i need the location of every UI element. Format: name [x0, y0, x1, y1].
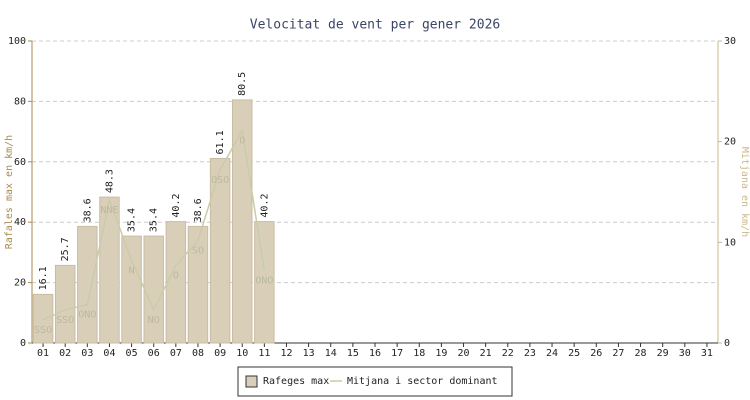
- x-tick-label: 05: [126, 348, 138, 359]
- sector-label: SSO: [34, 325, 52, 336]
- x-tick-label: 15: [347, 348, 359, 359]
- x-tick-label: 13: [303, 348, 315, 359]
- x-tick-label: 28: [635, 348, 647, 359]
- x-tick-label: 01: [37, 348, 49, 359]
- sector-label: NNE: [100, 205, 118, 216]
- chart-title: Velocitat de vent per gener 2026: [250, 18, 500, 33]
- x-tick-label: 30: [679, 348, 691, 359]
- y-tick-label: 80: [14, 96, 26, 107]
- bar: [99, 196, 120, 344]
- y-tick-label: 0: [20, 338, 26, 349]
- data-label: 35.4: [149, 208, 160, 232]
- sector-label: OSO: [211, 175, 229, 186]
- x-tick-label: 25: [568, 348, 580, 359]
- x-tick-label: 03: [81, 348, 93, 359]
- y2-tick-label: 20: [724, 137, 736, 148]
- x-tick-label: 24: [546, 348, 558, 359]
- legend-box: [237, 366, 513, 397]
- x-tick-label: 16: [369, 348, 381, 359]
- data-label: 25.7: [60, 237, 71, 261]
- sector-label: NO: [148, 315, 160, 326]
- y-tick-label: 60: [14, 157, 26, 168]
- x-tick-label: 07: [170, 348, 182, 359]
- bar: [54, 264, 76, 344]
- x-tick-label: 11: [258, 348, 270, 359]
- x-tick-label: 27: [612, 348, 624, 359]
- data-label: 38.6: [82, 198, 93, 222]
- y-axis-label: Rafales max en km/h: [4, 135, 15, 249]
- y2-tick-label: 10: [724, 237, 736, 248]
- x-tick-label: 08: [192, 348, 204, 359]
- legend-label: Rafeges max: [263, 376, 329, 387]
- x-tick-label: 21: [480, 348, 492, 359]
- x-tick-label: 20: [457, 348, 469, 359]
- data-label: 40.2: [259, 194, 270, 218]
- x-tick-label: 02: [59, 348, 71, 359]
- bar: [77, 225, 98, 344]
- y2-tick-label: 0: [724, 338, 730, 349]
- data-label: 61.1: [215, 130, 226, 154]
- sector-label: SO: [192, 245, 204, 256]
- x-tick-label: 10: [236, 348, 248, 359]
- x-tick-label: 29: [657, 348, 669, 359]
- x-tick-label: 09: [214, 348, 226, 359]
- data-label: 48.3: [104, 169, 115, 193]
- y2-tick-label: 30: [724, 36, 736, 47]
- sector-label: O: [239, 136, 245, 147]
- x-tick-label: 06: [148, 348, 160, 359]
- mean-line: [42, 128, 266, 321]
- data-label: 16.1: [38, 266, 49, 290]
- x-tick-label: 17: [391, 348, 403, 359]
- bar: [187, 225, 209, 344]
- bar: [121, 235, 142, 344]
- bar: [165, 221, 187, 344]
- sector-label: ONO: [78, 310, 96, 321]
- y-tick-label: 100: [8, 36, 26, 47]
- y2-axis-label: Mitjana en km/h: [739, 147, 750, 237]
- x-tick-label: 19: [435, 348, 447, 359]
- bar: [254, 221, 275, 344]
- sector-label: O: [173, 270, 179, 281]
- bar: [209, 157, 231, 344]
- data-label: 40.2: [171, 194, 182, 218]
- bar: [32, 293, 54, 344]
- bar: [143, 235, 164, 344]
- x-tick-label: 04: [103, 348, 115, 359]
- sector-label: N: [129, 265, 135, 276]
- legend-swatch: [245, 375, 258, 388]
- x-tick-label: 14: [325, 348, 337, 359]
- x-tick-label: 22: [502, 348, 514, 359]
- legend-label: Mitjana i sector dominant: [347, 376, 498, 387]
- x-tick-label: 31: [701, 348, 713, 359]
- data-label: 35.4: [127, 208, 138, 232]
- x-tick-label: 12: [280, 348, 292, 359]
- x-tick-label: 23: [524, 348, 536, 359]
- y-tick-label: 20: [14, 278, 26, 289]
- data-label: 38.6: [193, 198, 204, 222]
- y-tick-label: 40: [14, 217, 26, 228]
- data-label: 80.5: [237, 72, 248, 96]
- sector-label: ONO: [255, 276, 273, 287]
- x-tick-label: 26: [590, 348, 602, 359]
- x-tick-label: 18: [413, 348, 425, 359]
- sector-label: SSO: [56, 315, 74, 326]
